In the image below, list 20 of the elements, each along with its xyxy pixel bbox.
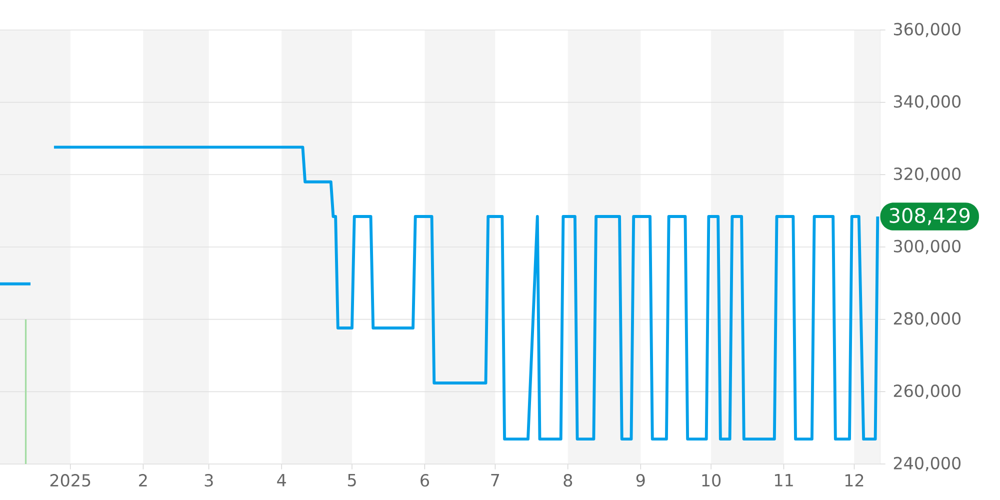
- y-tick-label: 340,000: [894, 95, 961, 110]
- x-tick-label: 3: [204, 474, 213, 487]
- x-tick-label: 5: [348, 474, 356, 486]
- y-tick-label: 240,000: [894, 456, 961, 472]
- x-tick-label: 4: [277, 474, 286, 486]
- y-tick-label: 260,000: [894, 384, 961, 399]
- x-tick-label: 9: [636, 474, 645, 487]
- x-tick-label: 7: [491, 474, 500, 486]
- x-tick-label: 11: [775, 474, 793, 486]
- x-tick-label: 2025: [50, 474, 90, 487]
- x-tick-label: 6: [420, 474, 430, 487]
- y-tick-label: 320,000: [894, 168, 961, 182]
- x-tick-label: 2: [139, 474, 147, 486]
- x-tick-label: 10: [702, 474, 721, 487]
- annotation: 308,429: [890, 208, 970, 226]
- y-tick-label: 360,000: [894, 22, 961, 38]
- y-tick-label: 280,000: [894, 312, 961, 326]
- x-tick-label: 8: [564, 474, 572, 487]
- x-tick-label: 12: [845, 474, 864, 486]
- y-tick-label: 300,000: [894, 240, 961, 254]
